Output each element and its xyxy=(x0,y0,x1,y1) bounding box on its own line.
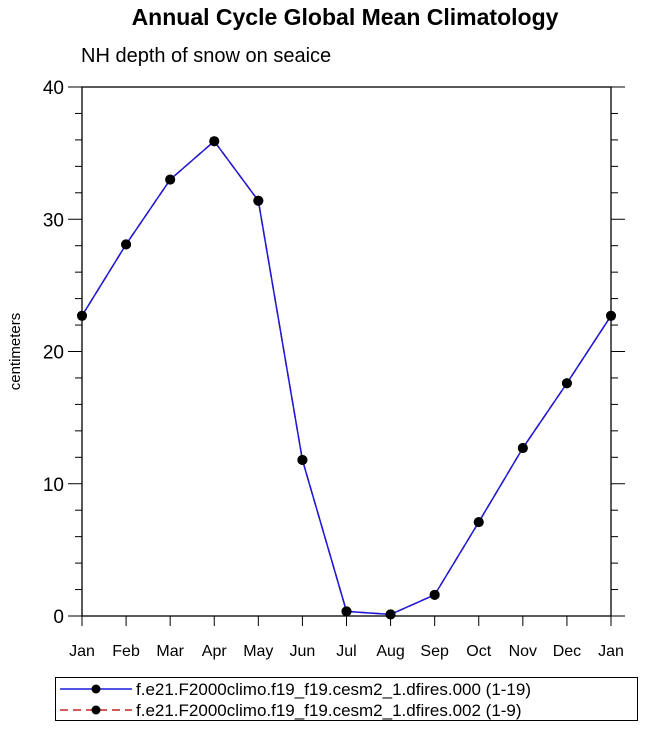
chart-axes: 0 10 20 30 40 Jan Feb Mar Apr May Jun Jul Aug Sep Oct N… xyxy=(7,78,625,660)
line-chart: 0 10 20 30 40 Jan Feb Mar Apr May Jun Jul Aug Sep Oct N… xyxy=(7,78,625,660)
chart-subtitle: NH depth of snow on seaice xyxy=(81,45,332,67)
series-1-point xyxy=(429,589,440,600)
chart-title: Annual Cycle Global Mean Climatology xyxy=(131,4,559,30)
series-1-point xyxy=(561,378,572,389)
x-tick-label: Jan xyxy=(69,643,95,660)
legend-entry-2: f.e21.F2000climo.f19_f19.cesm2_1.dfires.… xyxy=(56,699,637,721)
x-tick-label: Jul xyxy=(336,643,356,660)
y-axis-label: centimeters xyxy=(7,313,24,391)
y-tick-label: 40 xyxy=(43,78,64,99)
x-tick-label: Nov xyxy=(509,643,537,660)
x-tick-label: Dec xyxy=(553,643,581,660)
y-tick-label: 20 xyxy=(43,343,64,364)
y-tick-label: 10 xyxy=(43,475,64,496)
series-1-point xyxy=(517,443,528,454)
series-1-point xyxy=(606,310,616,321)
series-1-point xyxy=(209,136,220,147)
legend-entry-1: f.e21.F2000climo.f19_f19.cesm2_1.dfires.… xyxy=(56,678,637,700)
series-layer xyxy=(77,136,616,620)
legend-label-1: f.e21.F2000climo.f19_f19.cesm2_1.dfires.… xyxy=(136,680,532,699)
series-1-point xyxy=(253,195,264,206)
series-line-2 xyxy=(81,140,612,616)
series-1-point xyxy=(385,609,396,620)
x-tick-label: Oct xyxy=(466,643,491,660)
legend-swatch-2 xyxy=(60,705,132,715)
x-tick-label: Feb xyxy=(112,643,140,660)
plot-frame xyxy=(81,86,612,617)
series-line-1 xyxy=(81,140,612,616)
x-tick-label: Apr xyxy=(202,643,228,660)
series-1-point xyxy=(297,454,308,465)
series-1-point xyxy=(473,517,484,528)
series-1-point xyxy=(341,606,352,617)
y-tick-label: 0 xyxy=(53,607,64,628)
series-1-point xyxy=(77,310,87,321)
legend-label-2: f.e21.F2000climo.f19_f19.cesm2_1.dfires.… xyxy=(136,701,522,720)
x-tick-label: Aug xyxy=(376,643,404,660)
chart-legend: f.e21.F2000climo.f19_f19.cesm2_1.dfires.… xyxy=(55,677,638,721)
x-tick-label: May xyxy=(243,643,273,660)
legend-swatch-1 xyxy=(60,684,132,694)
x-tick-label: Jan xyxy=(598,643,624,660)
x-tick-label: Mar xyxy=(156,643,184,660)
series-1-point xyxy=(165,174,176,185)
x-tick-label: Jun xyxy=(290,643,316,660)
series-1-point xyxy=(121,239,132,250)
y-tick-label: 30 xyxy=(43,210,64,231)
x-tick-label: Sep xyxy=(420,643,449,660)
